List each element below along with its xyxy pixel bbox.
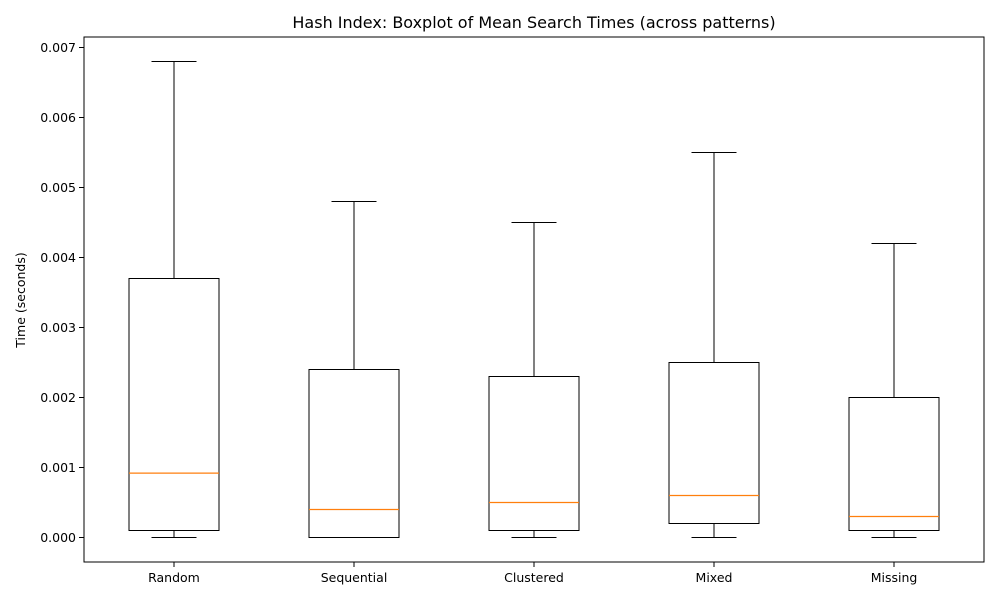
box-mixed — [668, 152, 760, 538]
x-axis-ticks: Random Sequential Clustered Mixed Missing — [148, 562, 917, 585]
y-tick-label: 0.004 — [40, 250, 76, 265]
box-iqr — [668, 362, 760, 524]
box-iqr — [308, 369, 400, 538]
y-tick-label: 0.005 — [40, 180, 76, 195]
x-tick-label: Missing — [871, 570, 918, 585]
y-tick-label: 0.000 — [40, 530, 76, 545]
y-tick-label: 0.002 — [40, 390, 76, 405]
box-series — [128, 61, 940, 538]
box-iqr — [488, 376, 580, 531]
chart-title: Hash Index: Boxplot of Mean Search Times… — [292, 13, 775, 32]
y-tick-label: 0.003 — [40, 320, 76, 335]
box-clustered — [488, 222, 580, 538]
box-random — [128, 61, 220, 538]
y-tick-label: 0.001 — [40, 460, 76, 475]
box-missing — [848, 243, 940, 538]
x-tick-label: Sequential — [321, 570, 388, 585]
y-tick-label: 0.007 — [40, 40, 76, 55]
y-axis-label: Time (seconds) — [13, 252, 28, 348]
box-iqr — [128, 278, 220, 531]
y-axis-ticks: 0.000 0.001 0.002 0.003 0.004 0.005 0.006 0.007 — [40, 40, 84, 545]
x-tick-label: Mixed — [696, 570, 733, 585]
y-tick-label: 0.006 — [40, 110, 76, 125]
box-sequential — [308, 201, 400, 538]
box-iqr — [848, 397, 940, 531]
x-tick-label: Random — [148, 570, 200, 585]
x-tick-label: Clustered — [504, 570, 564, 585]
